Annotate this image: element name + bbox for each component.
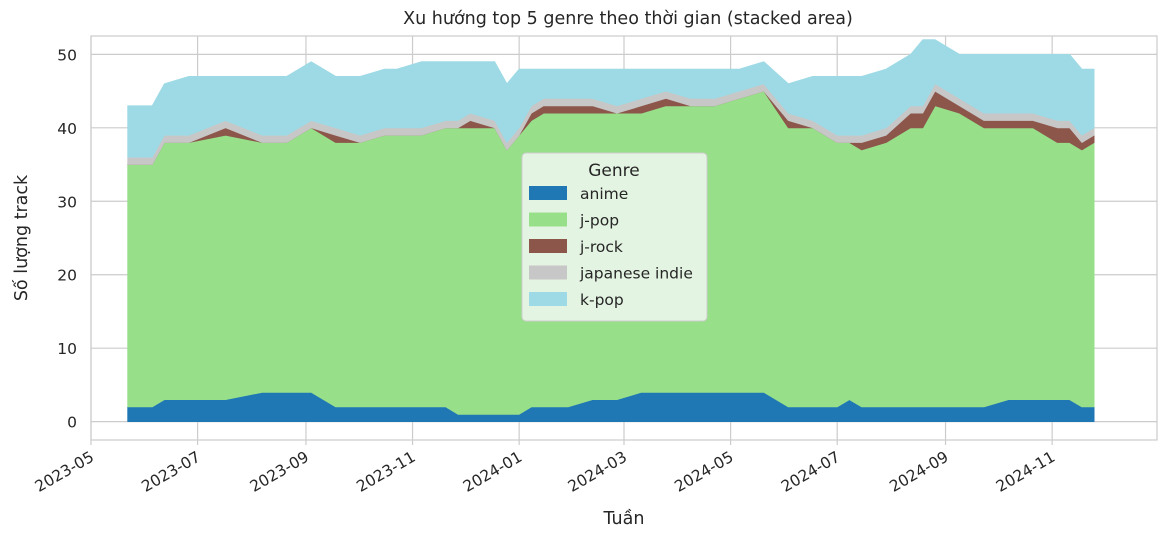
legend-box <box>521 152 708 322</box>
legend-swatch-j-rock <box>529 239 567 253</box>
legend: Genre anime j-pop j-rock japanese indie k-po… <box>521 152 708 322</box>
legend-label-k-pop: k-pop <box>580 291 624 309</box>
legend-swatch-japanese-indie <box>529 265 567 280</box>
y-tick-label: 30 <box>57 193 77 211</box>
y-tick-label: 0 <box>67 414 77 432</box>
legend-label-japanese-indie: japanese indie <box>579 265 693 283</box>
y-tick-label: 10 <box>57 340 77 358</box>
legend-swatch-anime <box>529 186 567 200</box>
legend-swatch-k-pop <box>529 292 567 306</box>
y-tick-labels: 0 10 20 30 40 50 <box>57 46 77 431</box>
legend-label-j-rock: j-rock <box>579 238 623 256</box>
area-k-pop <box>127 39 1095 158</box>
legend-label-anime: anime <box>580 185 628 203</box>
legend-swatch-j-pop <box>529 212 567 227</box>
y-axis-label: Số lượng track <box>11 174 32 301</box>
x-axis-label: Tuần <box>603 508 645 529</box>
y-tick-label: 50 <box>57 46 77 64</box>
y-tick-label: 40 <box>57 120 77 138</box>
y-tick-label: 20 <box>57 267 77 285</box>
legend-title: Genre <box>588 161 639 181</box>
chart-title: Xu hướng top 5 genre theo thời gian (sta… <box>403 9 853 29</box>
legend-label-j-pop: j-pop <box>579 212 619 230</box>
legend-items: anime j-pop j-rock japanese indie k-pop <box>529 185 693 309</box>
